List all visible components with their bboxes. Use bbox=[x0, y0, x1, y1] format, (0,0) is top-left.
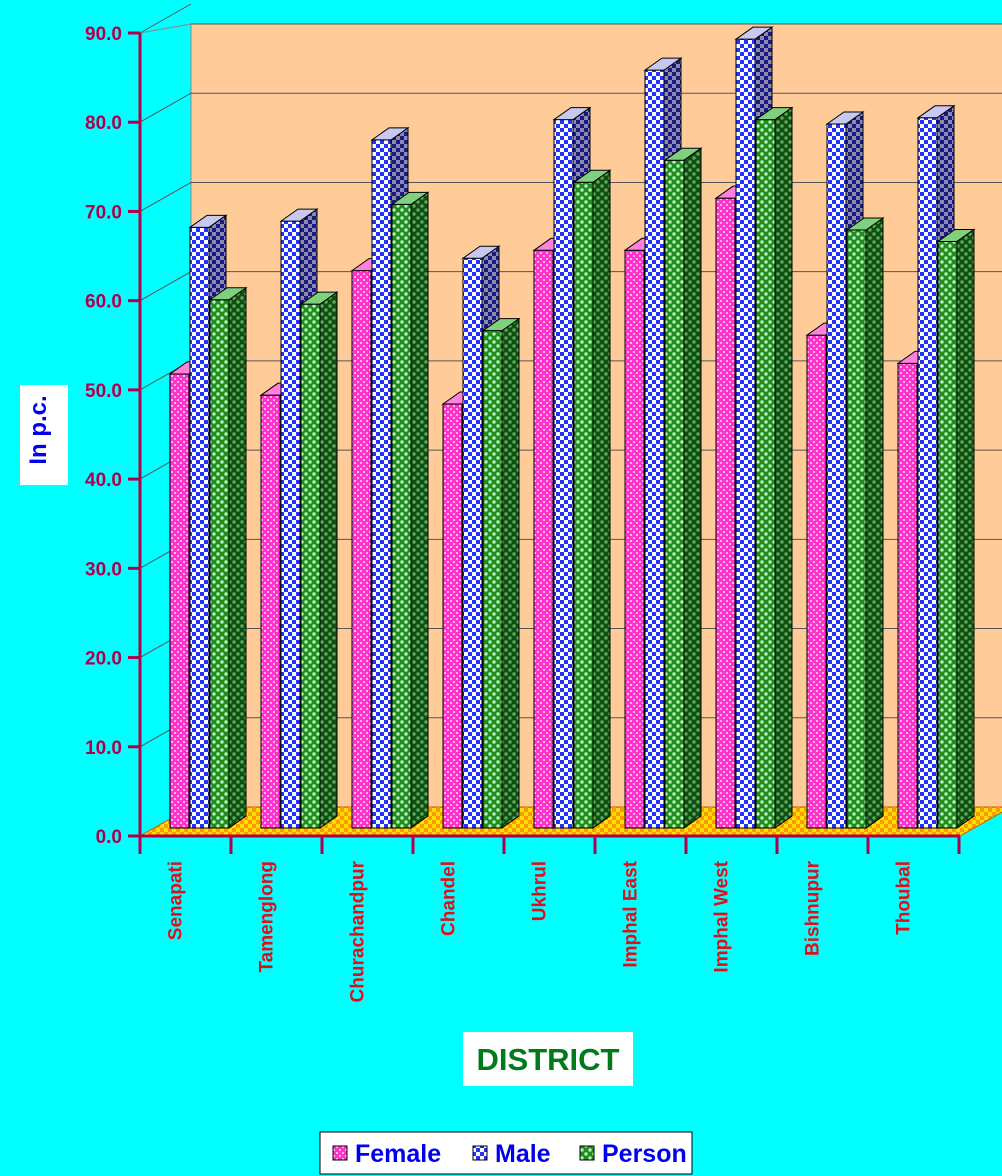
y-tick-label: 0.0 bbox=[96, 827, 122, 848]
bar-top bbox=[572, 169, 612, 183]
bar-side bbox=[774, 106, 793, 829]
bar-front bbox=[806, 334, 827, 829]
bar-person-imphal-west bbox=[754, 106, 794, 829]
x-category-label: Imphal West bbox=[712, 860, 733, 972]
bar-side bbox=[228, 286, 247, 829]
bar-front bbox=[897, 362, 918, 829]
bar-top bbox=[208, 287, 248, 301]
bar-person-tamenglong bbox=[299, 291, 339, 829]
x-category-label: Tamenglong bbox=[257, 861, 278, 973]
gridline-side bbox=[139, 271, 192, 302]
y-tick-label: 80.0 bbox=[85, 113, 122, 134]
bar-person-thoubal bbox=[936, 228, 976, 829]
bar-person-churachandpur bbox=[390, 191, 430, 829]
bar-front bbox=[846, 229, 867, 829]
y-tick-label: 20.0 bbox=[85, 649, 122, 670]
bar-front bbox=[937, 240, 958, 829]
bar-person-ukhrul bbox=[572, 169, 612, 829]
bar-top bbox=[299, 291, 339, 305]
bar-top bbox=[461, 245, 501, 259]
x-axis-title: DISTRICT bbox=[477, 1042, 620, 1077]
bar-side bbox=[410, 191, 429, 829]
y-tick-label: 60.0 bbox=[85, 292, 122, 313]
bar-side bbox=[501, 317, 520, 829]
bar-top bbox=[481, 318, 521, 332]
legend-label-person: Person bbox=[602, 1140, 687, 1168]
bar-front bbox=[735, 38, 756, 829]
x-category-label: Churachandpur bbox=[348, 860, 369, 1002]
bar-front bbox=[371, 139, 392, 829]
bar-front bbox=[189, 226, 210, 829]
bar-person-bishnupur bbox=[845, 217, 885, 829]
y-tick-label: 70.0 bbox=[85, 202, 122, 223]
y-tick-label: 90.0 bbox=[85, 24, 122, 45]
bar-front bbox=[260, 394, 281, 829]
bar-front bbox=[826, 123, 847, 829]
legend-label-male: Male bbox=[495, 1140, 551, 1168]
y-axis-title: In p.c. bbox=[25, 395, 52, 464]
gridline-side bbox=[139, 182, 192, 212]
bar-front bbox=[391, 203, 412, 829]
bar-top bbox=[754, 107, 794, 121]
bar-top bbox=[916, 105, 956, 119]
bar-front bbox=[755, 119, 776, 829]
bar-side bbox=[683, 147, 702, 829]
bar-front bbox=[533, 249, 554, 829]
bar-front bbox=[351, 270, 372, 829]
bar-top bbox=[936, 228, 976, 242]
bar-front bbox=[573, 181, 594, 829]
bar-front bbox=[664, 159, 685, 829]
bar-side bbox=[956, 228, 975, 829]
x-category-label: Bishnupur bbox=[803, 860, 824, 956]
bar-side bbox=[865, 217, 884, 829]
legend-swatch-person bbox=[579, 1145, 595, 1161]
bar-top bbox=[845, 217, 885, 231]
legend-label-female: Female bbox=[355, 1140, 441, 1168]
y-tick-label: 30.0 bbox=[85, 559, 122, 580]
bar-front bbox=[300, 303, 321, 829]
bar-top bbox=[188, 214, 228, 228]
bar-front bbox=[917, 117, 938, 829]
bar-top bbox=[279, 208, 319, 222]
bar-front bbox=[169, 373, 190, 829]
bar-top bbox=[552, 107, 592, 121]
bar-side bbox=[319, 291, 338, 829]
legend-swatch-male bbox=[472, 1145, 488, 1161]
bar-front bbox=[209, 299, 230, 829]
gridline-side bbox=[139, 92, 192, 123]
y-axis-title-box bbox=[20, 385, 68, 485]
y-tick-label: 10.0 bbox=[85, 738, 122, 759]
bar-person-imphal-east bbox=[663, 147, 703, 829]
bar-front bbox=[462, 257, 483, 829]
x-category-label: Chandel bbox=[439, 861, 460, 936]
bar-person-senapati bbox=[208, 286, 248, 829]
bar-person-chandel bbox=[481, 317, 521, 829]
bar-top bbox=[643, 57, 683, 71]
x-category-label: Senapati bbox=[166, 861, 187, 940]
bar-top bbox=[734, 26, 774, 40]
bar-front bbox=[553, 119, 574, 829]
x-category-label: Ukhrul bbox=[530, 861, 551, 921]
y-tick-label: 40.0 bbox=[85, 470, 122, 491]
bar-top bbox=[825, 111, 865, 125]
y-tick-label: 50.0 bbox=[85, 381, 122, 402]
bar-top bbox=[663, 147, 703, 161]
bar-front bbox=[644, 69, 665, 829]
bar-front bbox=[442, 403, 463, 829]
bar-front bbox=[280, 220, 301, 829]
bar-front bbox=[715, 197, 736, 829]
bar-top bbox=[390, 191, 430, 205]
x-category-label: Imphal East bbox=[621, 860, 642, 967]
legend-box bbox=[319, 1131, 693, 1175]
bar-front bbox=[624, 249, 645, 829]
gridline-side bbox=[139, 3, 192, 34]
x-category-label: Thoubal bbox=[894, 861, 915, 935]
bar-top bbox=[370, 127, 410, 141]
legend-swatch-female bbox=[332, 1145, 348, 1161]
x-axis-title-box bbox=[463, 1032, 633, 1086]
bar-side bbox=[592, 169, 611, 829]
bar-front bbox=[482, 330, 503, 829]
